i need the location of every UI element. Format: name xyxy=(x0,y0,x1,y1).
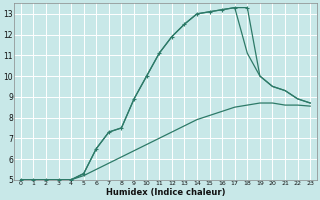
X-axis label: Humidex (Indice chaleur): Humidex (Indice chaleur) xyxy=(106,188,225,197)
